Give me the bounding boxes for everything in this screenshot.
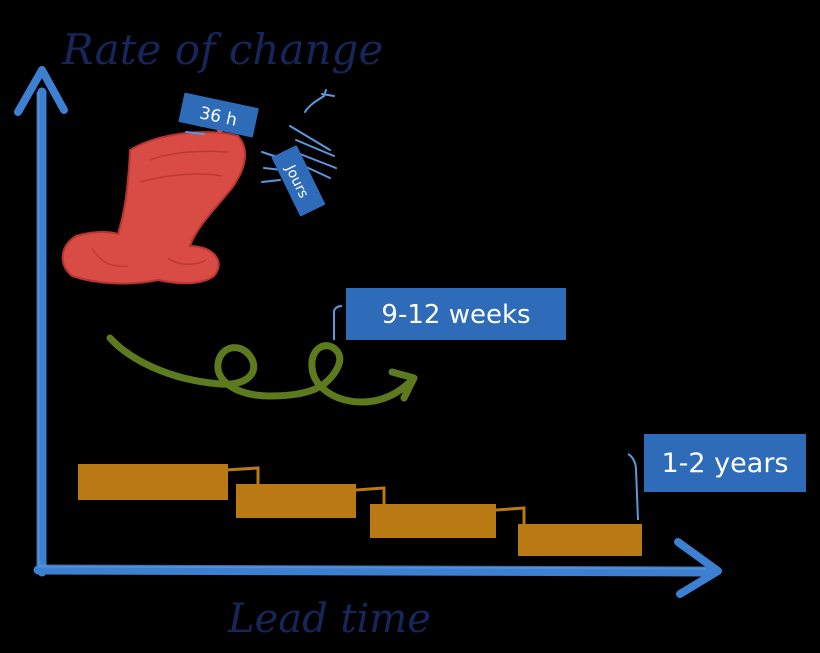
step-blocks xyxy=(78,464,642,556)
tag-1-2-years: 1-2 years xyxy=(627,434,806,521)
spiral-arrowhead xyxy=(388,368,418,402)
x-axis-arrowhead xyxy=(674,538,722,598)
spiral-arrow xyxy=(106,334,418,406)
step-block-4 xyxy=(518,524,642,556)
rocket-shape xyxy=(61,118,247,285)
x-axis xyxy=(33,538,722,598)
y-axis-label: Rate of change xyxy=(61,25,383,74)
y-axis xyxy=(14,66,68,577)
tag-1-2-years-text: 1-2 years xyxy=(662,448,789,479)
y-axis-arrowhead xyxy=(14,66,68,116)
x-axis-label: Lead time xyxy=(227,596,431,642)
tag-9-12-weeks: 9-12 weeks xyxy=(333,288,566,340)
step-block-1 xyxy=(78,464,228,500)
step-block-2 xyxy=(236,484,356,518)
tag-9-12-weeks-text: 9-12 weeks xyxy=(381,300,530,330)
tag-36h: 36 h xyxy=(178,92,259,138)
step-block-3 xyxy=(370,504,496,538)
